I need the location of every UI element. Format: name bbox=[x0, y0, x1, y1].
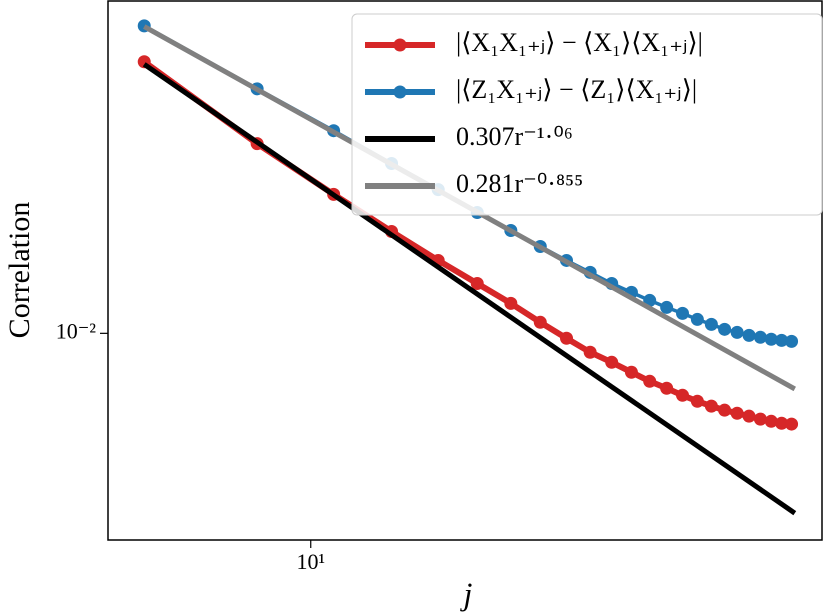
legend-label: 0.281r⁻⁰·⁸⁵⁵ bbox=[456, 169, 583, 198]
marker bbox=[560, 331, 574, 345]
marker bbox=[764, 414, 778, 428]
legend-label: |⟨X₁X₁₊ⱼ⟩ − ⟨X₁⟩⟨X₁₊ⱼ⟩| bbox=[456, 28, 703, 57]
marker bbox=[470, 276, 484, 290]
marker bbox=[718, 403, 732, 417]
marker bbox=[775, 333, 789, 347]
x-tick-label: 10¹ bbox=[296, 549, 325, 574]
marker bbox=[764, 332, 778, 346]
marker bbox=[605, 355, 619, 369]
marker bbox=[676, 388, 690, 402]
x-axis-label: j bbox=[460, 575, 473, 611]
plot-frame bbox=[107, 0, 823, 541]
marker bbox=[624, 365, 638, 379]
marker bbox=[753, 330, 767, 344]
marker bbox=[718, 322, 732, 336]
marker bbox=[504, 296, 518, 310]
marker bbox=[704, 399, 718, 413]
legend-marker bbox=[393, 85, 407, 99]
marker bbox=[775, 416, 789, 430]
marker bbox=[742, 328, 756, 342]
marker bbox=[690, 394, 704, 408]
marker bbox=[704, 317, 718, 331]
marker bbox=[660, 381, 674, 395]
marker bbox=[730, 325, 744, 339]
legend: |⟨X₁X₁₊ⱼ⟩ − ⟨X₁⟩⟨X₁₊ⱼ⟩| |⟨Z₁X₁₊ⱼ⟩ − ⟨Z₁⟩⟨… bbox=[351, 13, 823, 216]
marker bbox=[533, 315, 547, 329]
y-axis-label: Correlation bbox=[3, 202, 36, 339]
marker bbox=[742, 409, 756, 423]
marker bbox=[676, 306, 690, 320]
marker bbox=[690, 312, 704, 326]
marker bbox=[785, 334, 799, 348]
legend-label: 0.307r⁻¹·⁰⁶ bbox=[456, 122, 573, 151]
marker bbox=[785, 417, 799, 431]
marker bbox=[583, 345, 597, 359]
marker bbox=[730, 406, 744, 420]
legend-box bbox=[351, 13, 823, 216]
marker bbox=[660, 300, 674, 314]
y-tick-label: 10⁻² bbox=[56, 318, 97, 343]
legend-marker bbox=[393, 38, 407, 52]
legend-label: |⟨Z₁X₁₊ⱼ⟩ − ⟨Z₁⟩⟨X₁₊ⱼ⟩| bbox=[456, 75, 697, 104]
marker bbox=[753, 412, 767, 426]
series-line bbox=[142, 62, 797, 516]
marker bbox=[643, 374, 657, 388]
